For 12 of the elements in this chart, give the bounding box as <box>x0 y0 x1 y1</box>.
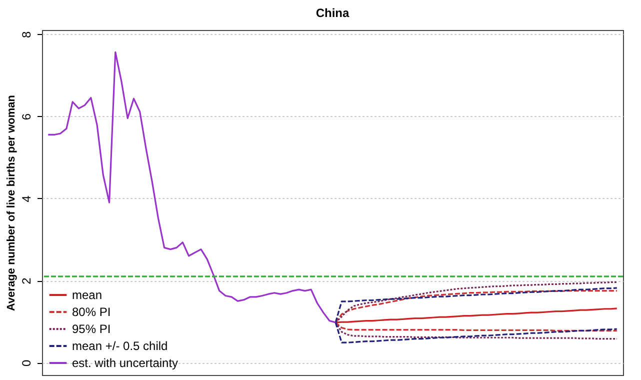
legend-label: 95% PI <box>72 322 111 336</box>
y-axis-title: Average number of live births per woman <box>6 94 18 311</box>
chart-title: China <box>316 6 350 20</box>
y-tick-label: 8 <box>20 30 34 38</box>
y-tick-label: 4 <box>20 195 34 202</box>
legend-label: mean +/- 0.5 child <box>72 339 168 353</box>
y-tick-label: 6 <box>20 113 34 120</box>
y-tick-label: 0 <box>20 360 34 367</box>
legend-label: est. with uncertainty <box>72 356 178 370</box>
y-tick-label: 2 <box>20 277 34 284</box>
legend-label: mean <box>72 288 102 302</box>
legend-label: 80% PI <box>72 305 111 319</box>
